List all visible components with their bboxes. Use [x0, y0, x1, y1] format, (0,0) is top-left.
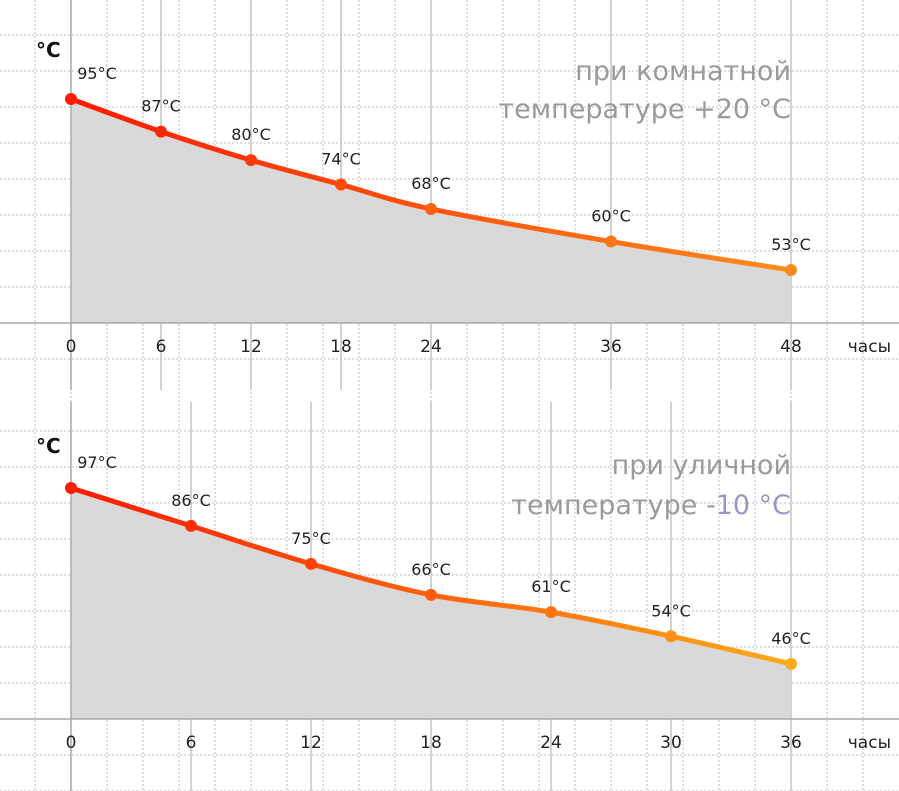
x-tick-label: 36 [600, 337, 622, 357]
x-tick-label: 24 [540, 733, 562, 753]
x-tick-label: 48 [780, 337, 802, 357]
data-point [65, 93, 77, 105]
data-label: 97°C [77, 453, 117, 472]
x-tick-label: 12 [300, 733, 322, 753]
data-label: 46°C [771, 629, 811, 648]
data-point [425, 588, 437, 601]
data-label: 75°C [291, 529, 331, 548]
x-tick-label: 6 [186, 733, 197, 753]
data-point [545, 606, 557, 619]
x-tick-label: 6 [156, 337, 167, 357]
data-label: 66°C [411, 560, 451, 579]
data-label: 87°C [141, 97, 181, 116]
data-point [155, 125, 167, 138]
chart-caption-line-1: при уличной [612, 450, 791, 481]
x-tick-label: 30 [660, 733, 682, 753]
x-axis-name: часы [848, 337, 891, 357]
data-point [785, 264, 797, 277]
x-axis-name: часы [848, 733, 891, 753]
chart-panel-1: 95°C 87°C 80°C 74°C 68°C 60°C 53°C 0 6 12 18 24 36 48… [0, 0, 899, 390]
data-label: 74°C [321, 150, 361, 169]
y-unit-label: °C [36, 38, 61, 62]
data-label: 86°C [171, 491, 211, 510]
data-point [605, 235, 617, 248]
data-point [245, 154, 257, 167]
x-tick-label: 0 [66, 733, 77, 753]
x-tick-label: 18 [420, 733, 442, 753]
chart-caption-line-1: при комнатной [575, 56, 791, 87]
data-label: 54°C [651, 601, 691, 620]
data-point [425, 202, 437, 215]
data-point [335, 178, 347, 191]
chart-panel-2: 97°C 86°C 75°C 66°C 61°C 54°C 46°C 0 6 12 18 24 30 36… [0, 402, 899, 791]
x-tick-label: 18 [330, 337, 352, 357]
data-label: 95°C [77, 64, 117, 83]
data-point [305, 557, 317, 570]
data-label: 61°C [531, 577, 571, 596]
data-label: 68°C [411, 174, 451, 193]
data-point [785, 657, 797, 670]
data-label: 60°C [591, 207, 631, 226]
data-label: 53°C [771, 235, 811, 254]
x-tick-label: 36 [780, 733, 802, 753]
data-label: 80°C [231, 125, 271, 144]
data-point [65, 482, 77, 494]
chart-caption-line-2: температуре -10 °C [511, 490, 791, 521]
data-point [185, 519, 197, 532]
x-tick-label: 12 [240, 337, 262, 357]
data-point [665, 630, 677, 643]
caption-temperature: -10 °C [706, 490, 791, 521]
y-unit-label: °C [36, 434, 61, 458]
x-tick-label: 24 [420, 337, 442, 357]
chart-caption-line-2: температуре +20 °C [498, 94, 791, 125]
x-tick-label: 0 [66, 337, 77, 357]
